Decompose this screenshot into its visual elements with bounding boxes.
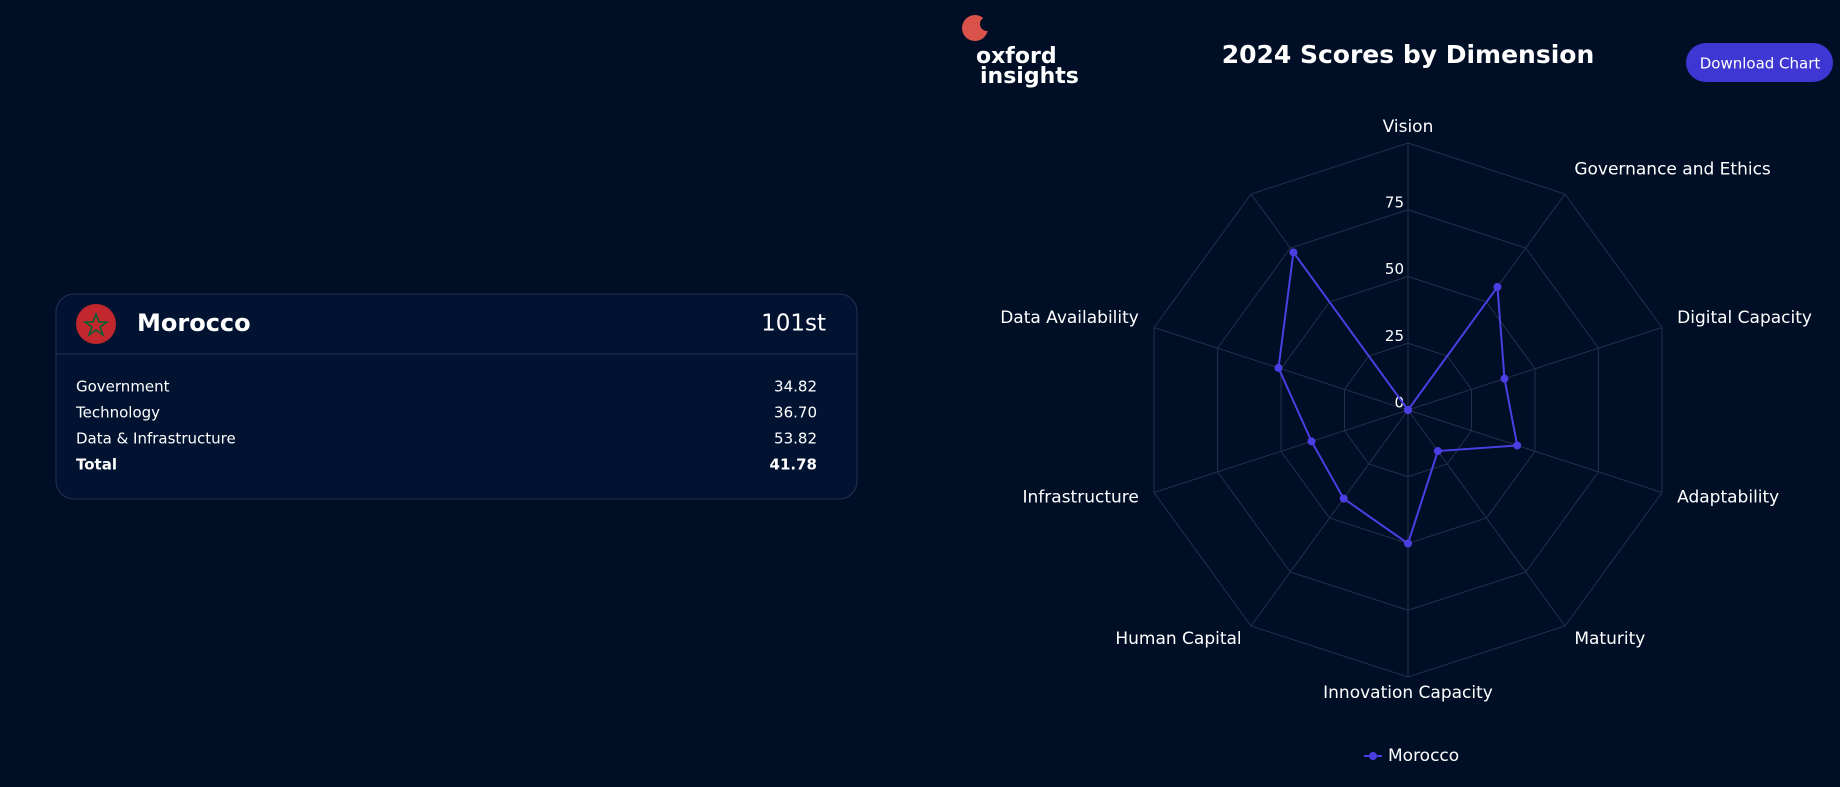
axis-label: Data Availability [1000, 308, 1139, 328]
rank: 101st [761, 311, 826, 337]
axis-label: Adaptability [1677, 487, 1779, 507]
point [1404, 406, 1412, 414]
logo-text: insights [980, 64, 1079, 89]
row-label: Data & Infrastructure [76, 430, 236, 448]
logo-text: oxford [976, 44, 1057, 69]
point [1433, 447, 1442, 456]
axis-label: Human Capital [1115, 629, 1241, 649]
flag-star [82, 311, 110, 338]
download-button[interactable] [1686, 43, 1833, 82]
axis-label: Innovation Capacity [1323, 683, 1493, 703]
flag [76, 304, 116, 344]
logo-mark-cut [980, 17, 994, 31]
spoke [1153, 409, 1409, 493]
spoke [1407, 327, 1663, 411]
chart-title: 2024 Scores by Dimension [1222, 40, 1595, 69]
legend-label: Morocco [1388, 746, 1459, 766]
point [1500, 374, 1509, 383]
card [55, 293, 858, 500]
row-label: Technology [75, 404, 160, 422]
point [1513, 441, 1522, 450]
axis-label: Maturity [1574, 629, 1645, 649]
row-value: 41.78 [770, 456, 817, 474]
row-label: Government [76, 378, 170, 396]
axis-label: Digital Capacity [1677, 308, 1812, 328]
axis-label: Infrastructure [1023, 487, 1139, 507]
y-tick-label: 25 [1385, 327, 1404, 345]
legend-marker [1369, 752, 1377, 760]
point [1274, 363, 1283, 372]
point [1493, 282, 1502, 291]
row-label: Total [76, 456, 117, 474]
point [1307, 437, 1316, 446]
spoke [1250, 409, 1409, 627]
row-value: 53.82 [774, 430, 817, 448]
spoke [1407, 409, 1663, 493]
row-value: 36.70 [774, 404, 817, 422]
spoke [1407, 409, 1566, 627]
y-tick-label: 75 [1385, 193, 1404, 211]
axis-label: Vision [1383, 117, 1434, 137]
y-tick-label: 0 [1394, 394, 1404, 412]
country-name: Morocco [137, 309, 251, 337]
download-button-label[interactable]: Download Chart [1700, 55, 1821, 73]
row-value: 34.82 [774, 378, 817, 396]
y-tick-label: 50 [1385, 260, 1404, 278]
point [1289, 248, 1298, 257]
point [1404, 539, 1412, 548]
point [1339, 494, 1348, 503]
axis-label: Governance and Ethics [1574, 160, 1771, 180]
